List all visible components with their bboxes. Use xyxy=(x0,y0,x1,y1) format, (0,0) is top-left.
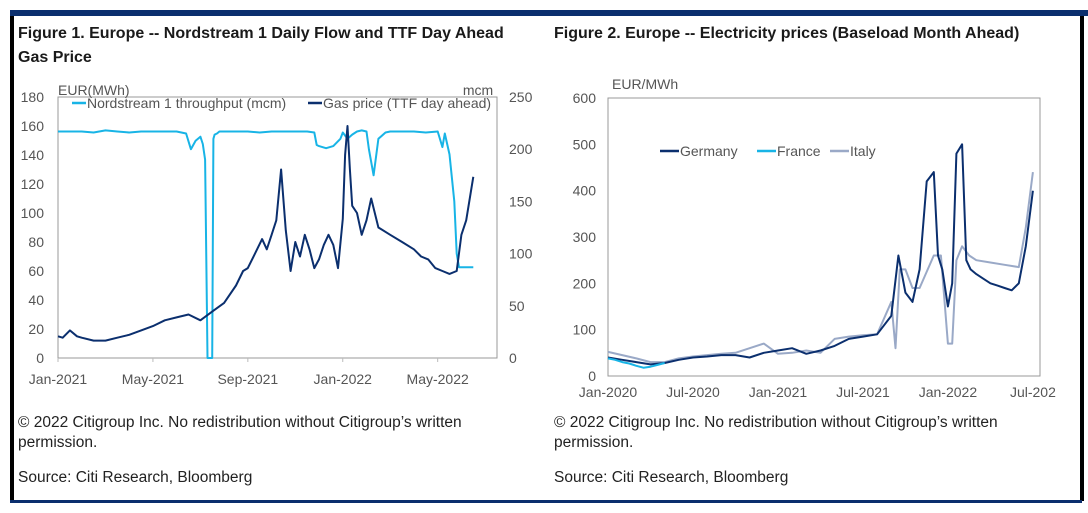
figure-2-x-tick-label: Jan-2022 xyxy=(919,384,978,400)
figure-1-y-tick-label: 40 xyxy=(28,292,44,308)
figure-2-series-germany xyxy=(607,143,1034,366)
bottom-frame-bar xyxy=(10,500,1082,503)
right-frame-border xyxy=(1080,16,1084,501)
figure-1-y2-tick-label: 250 xyxy=(509,89,533,105)
figure-1-y-tick-label: 0 xyxy=(36,350,44,366)
figure-1-y-tick-label: 80 xyxy=(28,234,44,250)
figure-2-y-tick-label: 300 xyxy=(573,229,597,245)
figure-1-y2-tick-label: 200 xyxy=(509,141,533,157)
figure-1-y-tick-label: 100 xyxy=(21,205,45,221)
figure-1-y-axis-label: EUR(MWh) xyxy=(58,82,130,98)
figure-2-x-tick-label: Jul-2020 xyxy=(666,384,720,400)
legend-label-gas-price: Gas price (TTF day ahead) xyxy=(323,95,491,111)
figure-2-x-tick-label: Jul-202 xyxy=(1010,384,1056,400)
figure-1-series-gas-price xyxy=(57,125,475,342)
figure-1-y2-tick-label: 50 xyxy=(509,298,525,314)
figure-2-y-tick-label: 200 xyxy=(573,275,597,291)
figure-2-copyright: © 2022 Citigroup Inc. No redistribution … xyxy=(554,414,998,451)
figure-2-series-france xyxy=(607,357,665,369)
figure-2-title: Figure 2. Europe -- Electricity prices (… xyxy=(554,25,1020,42)
figure-1-plot-area xyxy=(57,96,498,359)
figure-2-y-tick-label: 400 xyxy=(573,183,597,199)
figure-1-x-tick-label: Jan-2021 xyxy=(29,371,88,387)
figure-1-y-tick-label: 20 xyxy=(28,321,44,337)
figure-1-y-tick-label: 160 xyxy=(21,118,45,134)
figure-1-x-tick-label: Jan-2022 xyxy=(314,371,373,387)
figure-1-x-tick-label: Sep-2021 xyxy=(217,371,278,387)
figure-2-x-tick-label: Jan-2020 xyxy=(579,384,638,400)
legend-label-nordstream: Nordstream 1 throughput (mcm) xyxy=(87,95,286,111)
figure-2-source: Source: Citi Research, Bloomberg xyxy=(554,469,789,486)
legend-label-germany: Germany xyxy=(680,143,738,159)
figure-2-plot-area xyxy=(607,97,1041,377)
left-frame-border xyxy=(10,16,14,501)
legend-label-france: France xyxy=(777,143,821,159)
figure-2-y-tick-label: 600 xyxy=(573,90,597,106)
figure-1-y2-tick-label: 100 xyxy=(509,246,533,262)
figure-2-y-axis-label: EUR/MWh xyxy=(612,76,678,92)
figure-1-y-tick-label: 60 xyxy=(28,263,44,279)
legend-label-italy: Italy xyxy=(850,143,876,159)
figure-1-copyright: © 2022 Citigroup Inc. No redistribution … xyxy=(18,414,462,451)
figure-1-x-tick-label: May-2022 xyxy=(407,371,469,387)
figure-2-y-tick-label: 500 xyxy=(573,136,597,152)
figure-1-series-nordstream xyxy=(58,129,474,359)
figure-2-legend: Germany France Italy xyxy=(660,143,876,159)
figure-2-x-tick-label: Jan-2021 xyxy=(749,384,808,400)
figure-1-y-tick-label: 180 xyxy=(21,89,45,105)
figure-1-source: Source: Citi Research, Bloomberg xyxy=(18,469,253,486)
figure-2-x-tick-label: Jul-2021 xyxy=(836,384,890,400)
figure-2-chart: EUR/MWh 0 100 200 300 400 500 600 Jan-2020 Jul-… xyxy=(573,76,1056,400)
figure-1-y2-tick-label: 0 xyxy=(509,350,517,366)
figure-1-chart: EUR(MWh) mcm 0 20 40 60 80 100 120 140 160 180 0 5… xyxy=(21,82,533,387)
figure-2-y-tick-label: 0 xyxy=(588,368,596,384)
figure-1-y2-tick-label: 150 xyxy=(509,193,533,209)
top-frame-bar xyxy=(10,10,1088,16)
figure-1-title: Figure 1. Europe -- Nordstream 1 Daily F… xyxy=(18,25,504,66)
figure-1-x-tick-label: May-2021 xyxy=(122,371,184,387)
figure-2-y-tick-label: 100 xyxy=(573,322,597,338)
figure-1-y-tick-label: 120 xyxy=(21,176,45,192)
figure-1-y2-axis-label: mcm xyxy=(463,82,493,98)
figure-1-y-tick-label: 140 xyxy=(21,147,45,163)
figure-1-legend: Nordstream 1 throughput (mcm) Gas price … xyxy=(72,95,491,111)
